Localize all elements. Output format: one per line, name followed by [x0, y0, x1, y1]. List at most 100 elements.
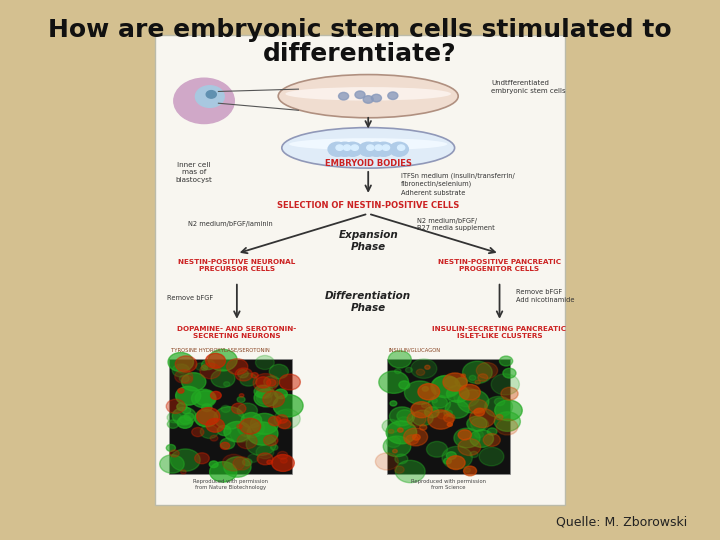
- Circle shape: [181, 470, 186, 474]
- Circle shape: [454, 388, 480, 407]
- Circle shape: [275, 389, 287, 399]
- Circle shape: [271, 455, 294, 471]
- Circle shape: [487, 428, 497, 435]
- Text: How are embryonic stem cells stimulated to: How are embryonic stem cells stimulated …: [48, 18, 672, 42]
- Circle shape: [238, 370, 248, 378]
- Text: Phase: Phase: [351, 241, 386, 252]
- Circle shape: [379, 371, 409, 393]
- Circle shape: [177, 403, 187, 410]
- Circle shape: [374, 142, 393, 156]
- Circle shape: [459, 384, 480, 400]
- Circle shape: [446, 386, 469, 402]
- Circle shape: [256, 355, 274, 369]
- Circle shape: [167, 420, 179, 428]
- Circle shape: [279, 374, 300, 390]
- Text: Inner cell
mas of
blastocyst: Inner cell mas of blastocyst: [176, 162, 212, 183]
- Circle shape: [469, 408, 495, 428]
- Circle shape: [382, 145, 390, 150]
- Circle shape: [500, 356, 513, 366]
- Circle shape: [248, 454, 258, 462]
- Circle shape: [336, 142, 354, 156]
- Circle shape: [202, 404, 212, 411]
- Text: SELECTION OF NESTIN-POSITIVE CELLS: SELECTION OF NESTIN-POSITIVE CELLS: [277, 201, 459, 210]
- Circle shape: [343, 142, 362, 156]
- Text: differentiate?: differentiate?: [264, 42, 456, 66]
- Circle shape: [196, 363, 206, 370]
- Circle shape: [405, 381, 436, 404]
- Circle shape: [372, 94, 382, 102]
- Circle shape: [495, 400, 522, 421]
- Circle shape: [256, 386, 274, 399]
- Circle shape: [167, 412, 181, 423]
- Circle shape: [168, 353, 194, 372]
- Circle shape: [491, 374, 519, 395]
- Circle shape: [251, 413, 279, 434]
- Circle shape: [224, 382, 230, 386]
- Circle shape: [227, 359, 248, 375]
- Circle shape: [197, 408, 220, 425]
- Bar: [387, 359, 510, 474]
- Circle shape: [254, 389, 278, 407]
- Circle shape: [444, 458, 451, 464]
- Circle shape: [247, 422, 278, 445]
- Circle shape: [478, 374, 487, 381]
- Circle shape: [444, 410, 452, 416]
- Circle shape: [267, 460, 273, 464]
- Circle shape: [192, 389, 216, 408]
- Circle shape: [217, 426, 231, 436]
- Circle shape: [428, 396, 451, 413]
- Circle shape: [280, 458, 287, 463]
- Circle shape: [240, 373, 257, 386]
- Circle shape: [496, 419, 518, 435]
- Circle shape: [474, 431, 484, 438]
- Circle shape: [195, 390, 215, 406]
- Text: Expansion: Expansion: [338, 230, 398, 240]
- Circle shape: [396, 417, 412, 429]
- Bar: [169, 359, 292, 474]
- Circle shape: [256, 377, 271, 388]
- Circle shape: [254, 385, 271, 398]
- Circle shape: [269, 416, 281, 426]
- Circle shape: [407, 412, 426, 426]
- Circle shape: [425, 365, 430, 369]
- Circle shape: [483, 434, 500, 447]
- Circle shape: [388, 351, 411, 368]
- Circle shape: [256, 393, 272, 404]
- Circle shape: [206, 91, 216, 98]
- Text: Undtfferentiated
embryonic stem cells: Undtfferentiated embryonic stem cells: [491, 80, 566, 93]
- Circle shape: [375, 453, 398, 470]
- Circle shape: [447, 423, 452, 427]
- Text: NESTIN-POSITIVE PANCREATIC
PROGENITOR CELLS: NESTIN-POSITIVE PANCREATIC PROGENITOR CE…: [438, 259, 561, 272]
- Circle shape: [239, 394, 244, 397]
- Circle shape: [437, 411, 449, 419]
- Circle shape: [179, 415, 191, 424]
- Circle shape: [264, 376, 279, 388]
- Circle shape: [256, 446, 274, 458]
- Circle shape: [503, 368, 516, 378]
- Ellipse shape: [278, 75, 458, 118]
- Circle shape: [274, 409, 300, 429]
- Circle shape: [210, 435, 218, 441]
- Circle shape: [178, 388, 184, 393]
- Circle shape: [232, 403, 246, 414]
- Circle shape: [206, 353, 225, 368]
- Circle shape: [269, 364, 289, 379]
- Circle shape: [177, 417, 193, 428]
- Circle shape: [175, 356, 197, 372]
- Circle shape: [477, 362, 498, 379]
- Circle shape: [458, 390, 489, 413]
- Circle shape: [246, 433, 276, 455]
- Circle shape: [445, 400, 469, 418]
- Circle shape: [464, 468, 470, 472]
- Circle shape: [179, 375, 189, 382]
- Circle shape: [257, 453, 273, 465]
- Text: EMBRYOID BODIES: EMBRYOID BODIES: [325, 159, 412, 168]
- Circle shape: [431, 399, 438, 403]
- Ellipse shape: [289, 138, 447, 150]
- Circle shape: [397, 428, 403, 432]
- Circle shape: [276, 415, 288, 423]
- Circle shape: [230, 427, 251, 442]
- Circle shape: [241, 413, 261, 428]
- Circle shape: [201, 366, 207, 370]
- Circle shape: [182, 407, 191, 414]
